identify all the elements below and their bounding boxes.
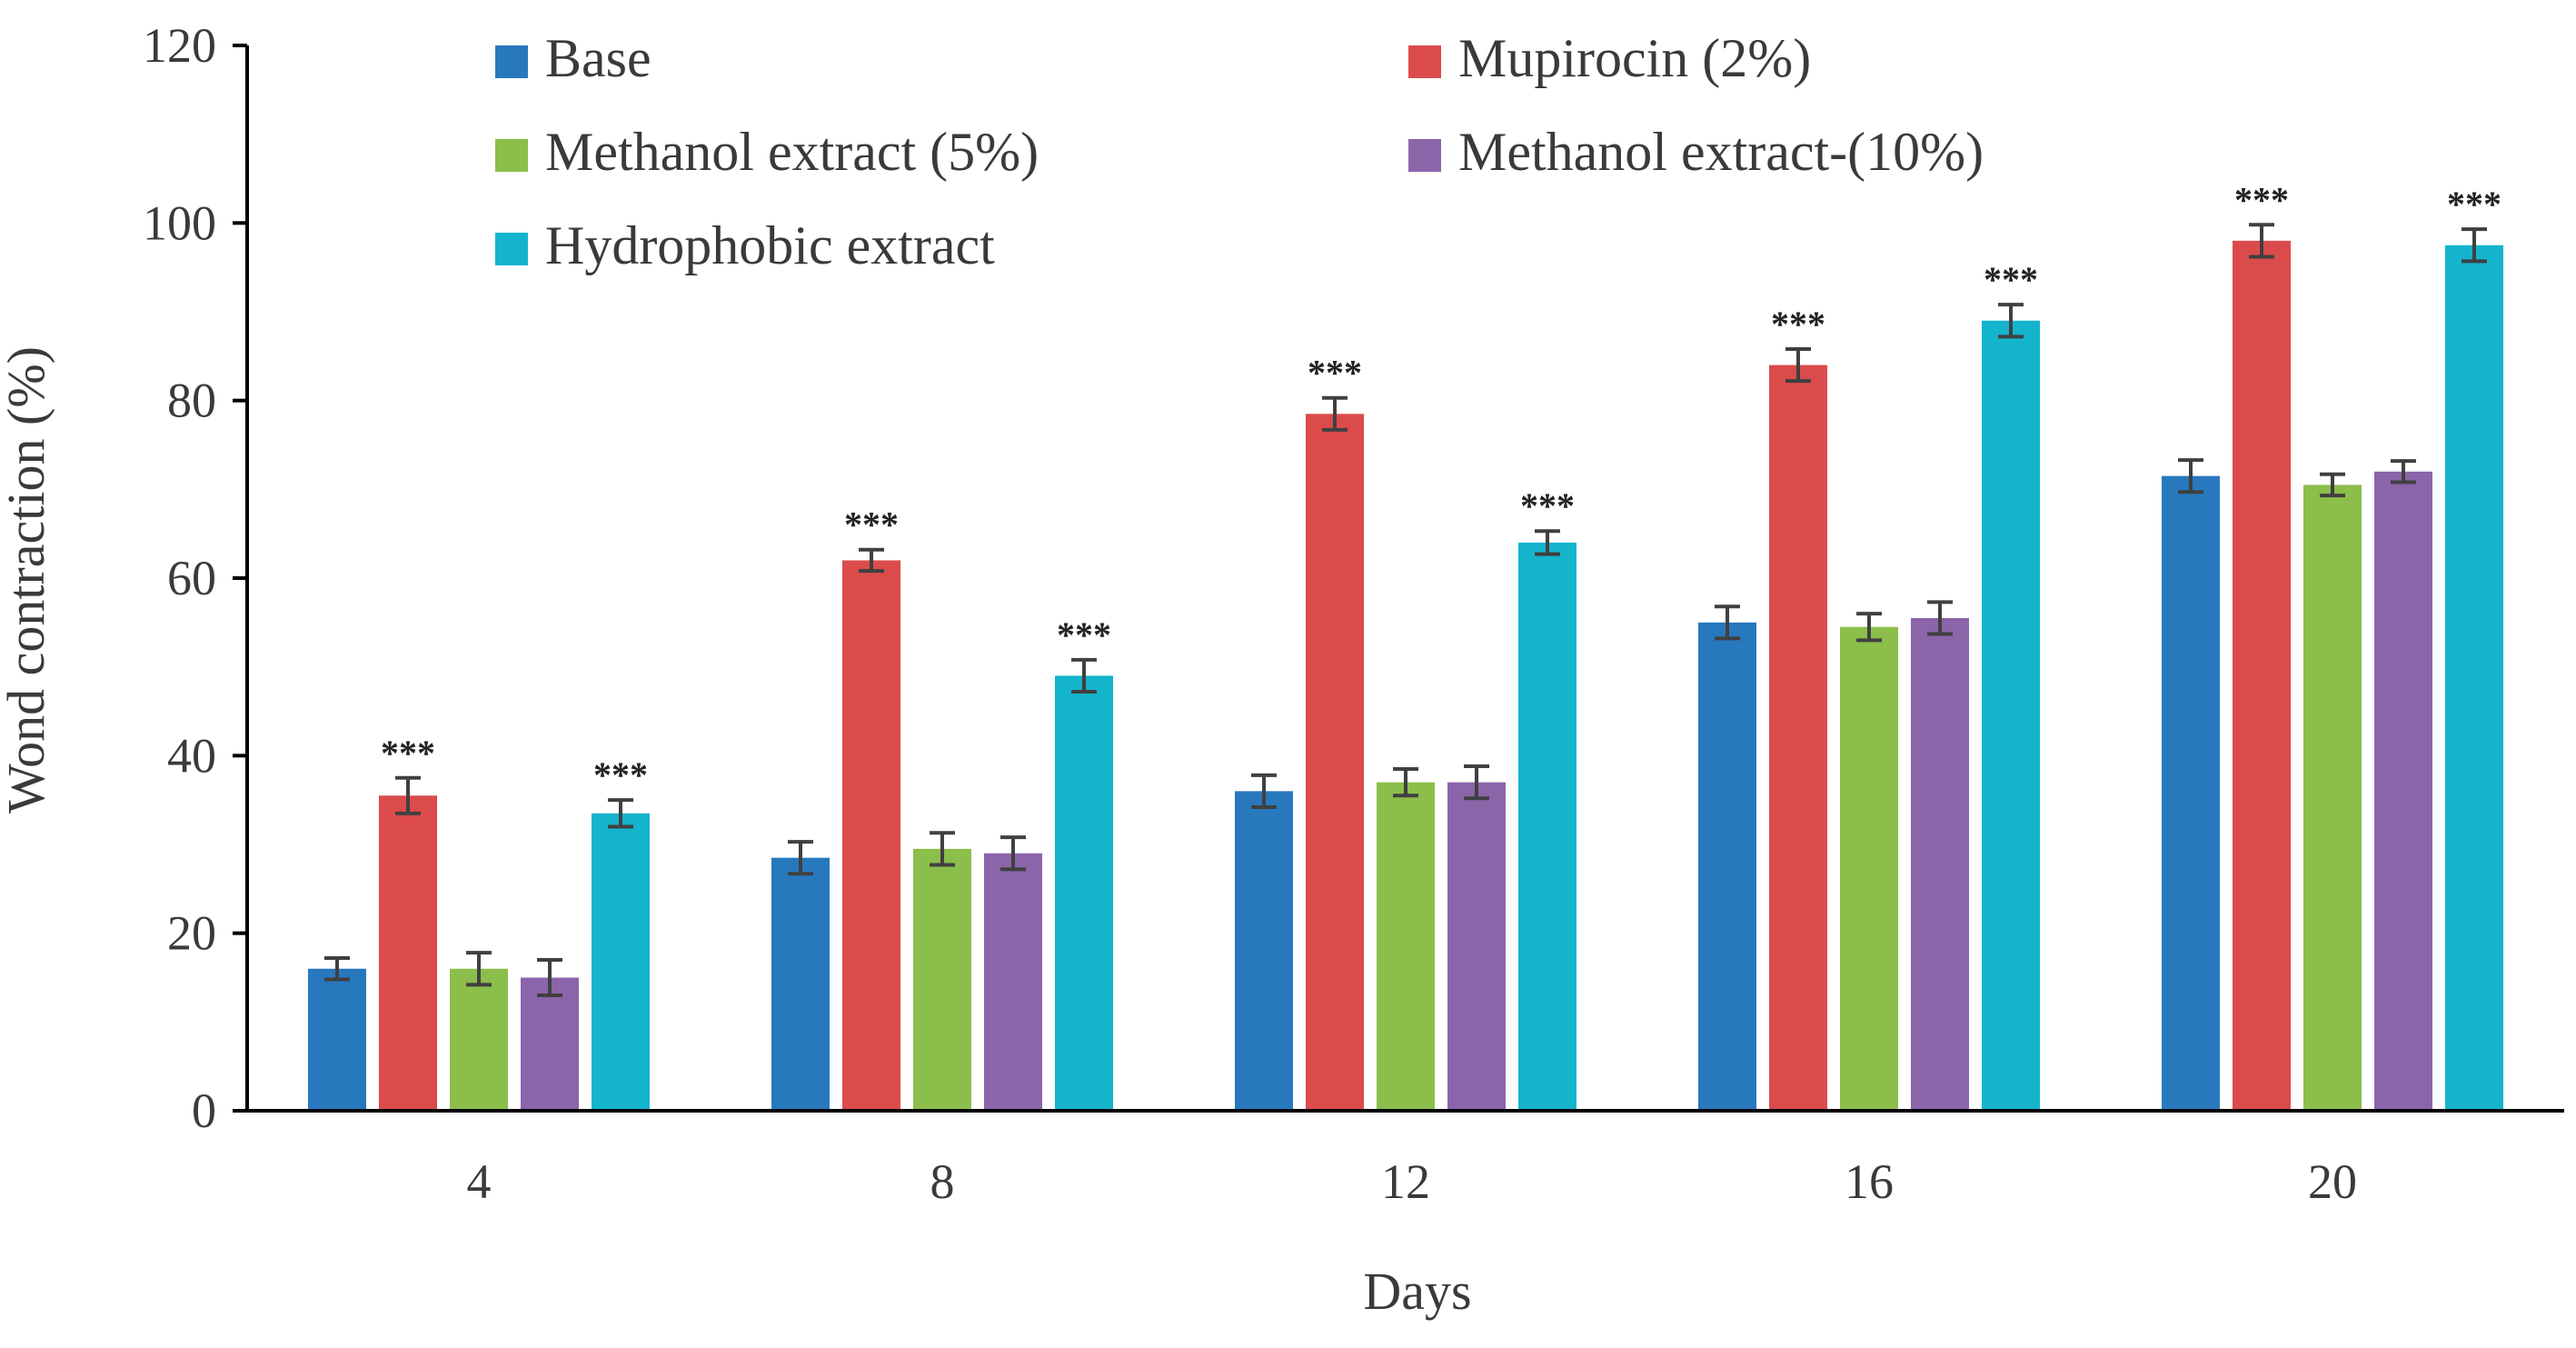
significance-mark: *** <box>593 754 648 795</box>
significance-mark: *** <box>1771 304 1825 344</box>
legend-swatch <box>1408 139 1441 172</box>
significance-mark: *** <box>1057 614 1111 655</box>
x-tick-label: 4 <box>467 1154 492 1209</box>
significance-mark: *** <box>1520 485 1575 526</box>
legend-swatch <box>495 233 528 265</box>
legend-swatch <box>495 139 528 172</box>
legend-swatch <box>495 45 528 78</box>
x-tick-label: 8 <box>930 1154 955 1209</box>
x-tick-label: 16 <box>1845 1154 1894 1209</box>
bar <box>2233 240 2291 1111</box>
x-axis-label: Days <box>1363 1262 1471 1321</box>
bar <box>984 853 1042 1111</box>
y-tick-label: 120 <box>143 18 216 73</box>
bars: *** *** *** *** *** *** *** *** *** *** <box>308 179 2503 1112</box>
bar <box>1377 782 1435 1111</box>
bar <box>771 857 830 1111</box>
bar <box>1518 542 1576 1111</box>
legend-label: Base <box>545 28 651 88</box>
bar <box>1235 791 1293 1111</box>
bar <box>1769 364 1827 1112</box>
bar <box>521 977 579 1111</box>
y-tick-label: 100 <box>143 195 216 250</box>
legend-label: Methanol extract (5%) <box>545 122 1039 182</box>
bar <box>1447 782 1506 1111</box>
bar <box>450 968 508 1111</box>
bar <box>2374 471 2432 1111</box>
bar <box>308 968 366 1111</box>
bar <box>1698 622 1756 1111</box>
y-tick-label: 40 <box>167 728 216 783</box>
bar <box>2303 484 2362 1111</box>
significance-mark: *** <box>381 733 435 774</box>
bar <box>1840 626 1898 1111</box>
bar <box>1055 675 1113 1111</box>
x-tick-label: 12 <box>1381 1154 1430 1209</box>
bar <box>2162 475 2220 1111</box>
legend-label: Mupirocin (2%) <box>1458 28 1811 88</box>
significance-mark: *** <box>2447 184 2501 225</box>
bar <box>592 813 650 1111</box>
legend-swatch <box>1408 45 1441 78</box>
legend-label: Methanol extract-(10%) <box>1458 122 1984 182</box>
y-tick-label: 0 <box>192 1083 216 1138</box>
significance-mark: *** <box>1308 353 1362 394</box>
bar <box>2445 245 2503 1111</box>
significance-mark: *** <box>844 504 899 545</box>
y-tick-label: 80 <box>167 374 216 428</box>
bar <box>379 795 437 1111</box>
y-tick-label: 20 <box>167 906 216 961</box>
x-tick-label: 20 <box>2308 1154 2357 1209</box>
y-axis-label: Wond contraction (%) <box>0 346 55 814</box>
axes: 0 20 40 60 80 100 120 4 8 12 16 20 <box>143 18 2564 1209</box>
bar <box>913 848 971 1111</box>
legend-label: Hydrophobic extract <box>545 215 995 275</box>
bar <box>1982 320 2040 1111</box>
bar <box>1306 414 1364 1112</box>
bar <box>1911 617 1969 1111</box>
significance-mark: *** <box>2234 179 2289 220</box>
legend: Base Mupirocin (2%) Methanol extract (5%) M… <box>495 28 1984 275</box>
y-tick-label: 60 <box>167 551 216 605</box>
significance-mark: *** <box>1984 259 2038 300</box>
bar <box>842 560 900 1111</box>
